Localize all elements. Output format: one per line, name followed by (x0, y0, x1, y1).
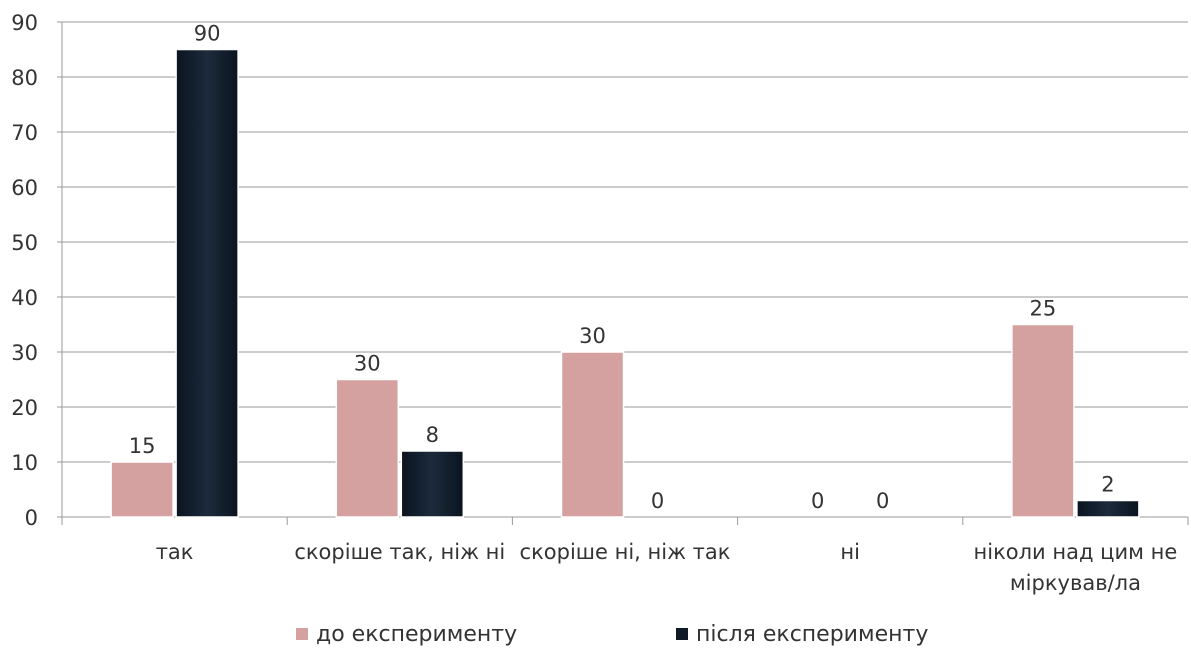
legend-label-after: після експерименту (696, 621, 929, 647)
bar-before (1011, 323, 1075, 518)
y-tick-label: 90 (11, 11, 38, 35)
y-tick-label: 60 (11, 176, 38, 200)
data-label: 0 (651, 489, 664, 513)
data-label: 8 (426, 423, 439, 447)
axes (57, 21, 1189, 525)
data-label: 15 (129, 434, 156, 458)
y-tick-label: 0 (25, 506, 38, 530)
data-label: 30 (579, 324, 606, 348)
legend-item-before: до експерименту (296, 620, 517, 648)
data-label: 0 (811, 489, 824, 513)
legend-swatch-after (676, 628, 688, 640)
data-label: 30 (354, 352, 381, 376)
legend-swatch-before (296, 628, 308, 640)
data-label: 25 (1030, 297, 1057, 321)
y-tick-label: 80 (11, 66, 38, 90)
data-label: 2 (1101, 473, 1114, 497)
data-label: 90 (194, 22, 221, 46)
y-tick-label: 30 (11, 341, 38, 365)
y-tick-label: 10 (11, 451, 38, 475)
bar-after (400, 450, 465, 518)
bar-before (110, 461, 174, 518)
x-tick-label: міркував/ла (1010, 571, 1141, 595)
y-tick-label: 70 (11, 121, 38, 145)
legend-label-before: до експерименту (316, 621, 518, 647)
bars (110, 48, 1140, 518)
bar-after (1076, 499, 1140, 518)
y-tick-label: 50 (11, 231, 38, 255)
x-tick-label: ні (840, 540, 860, 564)
gridlines (62, 21, 1188, 463)
y-tick-label: 20 (11, 396, 38, 420)
x-tick-label: скоріше ні, ніж так (520, 540, 731, 564)
bar-before (560, 351, 625, 518)
y-tick-label: 40 (11, 286, 38, 310)
legend-item-after: після експерименту (676, 620, 928, 648)
bar-before (335, 378, 400, 518)
x-tick-label: ніколи над цим не (974, 540, 1178, 564)
bar-after (175, 48, 239, 518)
data-label: 0 (876, 489, 889, 513)
x-tick-label: так (156, 540, 194, 564)
x-tick-label: скоріше так, ніж ні (294, 540, 505, 564)
